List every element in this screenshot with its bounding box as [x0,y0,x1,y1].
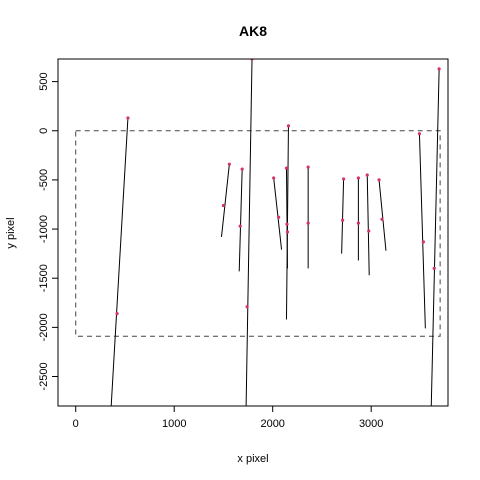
data-point [421,240,425,244]
series-segment [378,179,387,251]
data-point [306,165,310,169]
data-point [417,132,422,136]
series-segment [341,178,345,254]
data-point [115,311,119,316]
data-point [126,116,130,120]
plot-frame [57,58,449,407]
y-tick-label: -2000 [38,313,50,341]
data-point [272,176,276,180]
series-segment [220,164,230,237]
data-point [365,173,369,177]
x-tick-label: 1000 [162,418,186,430]
data-point [341,218,345,222]
data-point [238,224,242,228]
y-tick-label: -2500 [38,362,50,390]
series-segment [430,68,440,406]
y-tick-label: 0 [38,128,50,134]
y-tick-label: -500 [38,169,50,191]
x-tick-label: 3000 [359,418,383,430]
y-axis-label: y pixel [5,217,17,248]
boundary-rect [75,130,441,337]
data-point [342,177,346,181]
x-axis-label: x pixel [237,453,268,465]
x-tick-label: 2000 [260,418,284,430]
data-point [277,215,281,219]
y-tick-label: -1000 [38,215,50,243]
data-point [227,162,231,166]
data-point [437,67,441,71]
data-point [245,305,249,309]
data-point [240,167,244,171]
y-tick-label: 500 [38,72,50,90]
x-tick-label: 0 [73,418,79,430]
series-segment [285,168,288,269]
series-segment [273,177,283,250]
data-point [380,217,384,221]
data-point [377,178,381,182]
data-point [284,166,289,170]
data-point [356,221,360,225]
data-point [432,266,436,270]
data-point [356,176,360,180]
y-axis: -2500 -2000 -1500 -1000 -500 0 500 [38,72,59,391]
series-segment [238,169,243,272]
data-point [221,203,226,208]
series-segment [245,59,253,406]
data-point [367,229,371,233]
y-tick-label: -1500 [38,264,50,292]
series-segment [418,133,426,329]
data-point [285,222,289,226]
data-point [286,124,291,128]
data-point [306,221,310,225]
data-point [285,230,290,234]
series-segment [366,174,370,276]
series-layer [75,59,441,406]
series-segment [110,117,129,406]
chart-title: AK8 [239,23,267,39]
